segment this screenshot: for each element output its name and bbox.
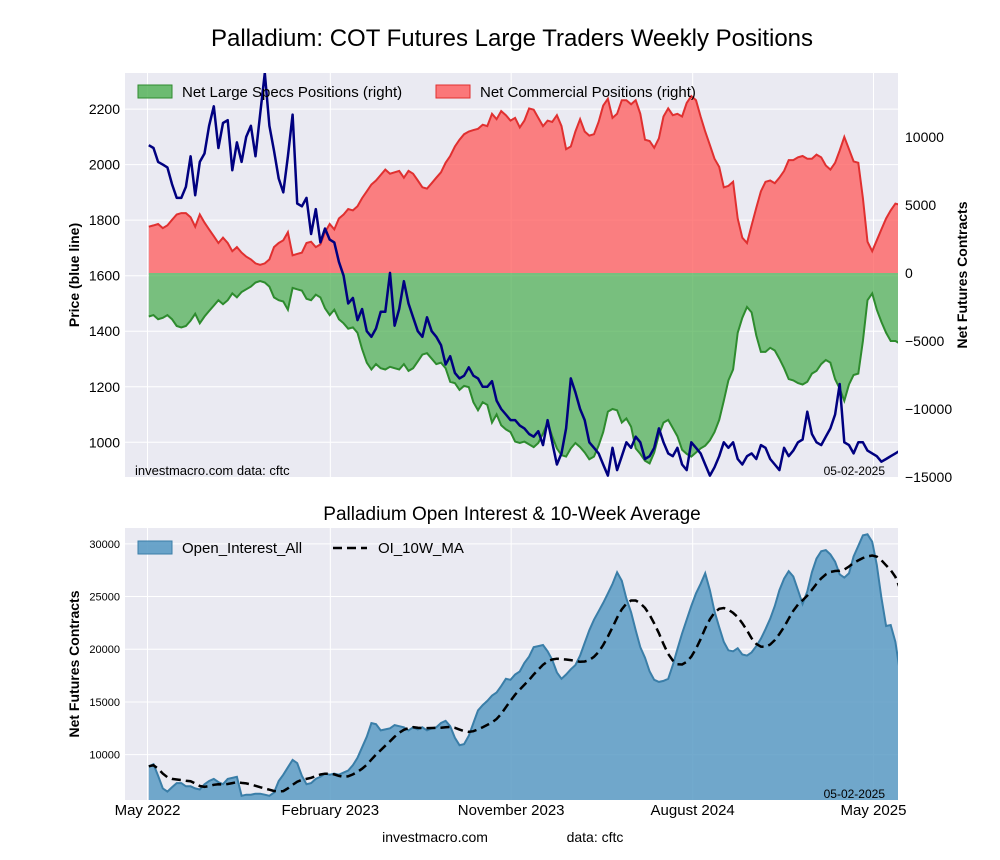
open-interest-title: Palladium Open Interest & 10-Week Averag… [323, 504, 700, 525]
legend-commercial-swatch [435, 84, 471, 99]
y-right-axis-label: Net Futures Contracts [954, 201, 970, 348]
y-axis-label: Price (blue line) [66, 223, 82, 327]
x-tick-label: May 2022 [115, 802, 181, 819]
y-tick-label: 1600 [89, 268, 120, 284]
x-axis: May 2022 February 2023 November 2023 August… [115, 802, 907, 819]
positions-plot [148, 73, 898, 477]
y-tick-label: 20000 [89, 644, 120, 656]
footer-site: investmacro.com [382, 829, 488, 845]
page-title: Palladium: COT Futures Large Traders Wee… [211, 25, 813, 52]
y-right-tick-label: 10000 [905, 129, 944, 145]
y-tick-label: 15000 [89, 697, 120, 709]
large-specs-line [148, 280, 898, 465]
y-tick-label: 1200 [89, 379, 120, 395]
open-interest-y-axis: 10000 15000 20000 25000 30000 [89, 539, 120, 762]
legend-large-specs-swatch [137, 84, 173, 99]
watermark: investmacro.com data: cftc [135, 463, 290, 478]
positions-panel: 1000 1200 1400 1600 1800 2000 2200 −15000 −10000… [66, 73, 970, 485]
open-interest-panel: Palladium Open Interest & 10-Week Averag… [66, 504, 907, 819]
commercial-area [148, 96, 898, 273]
x-tick-label: May 2025 [841, 802, 907, 819]
positions-right-axis: −15000 −10000 −5000 0 5000 10000 [905, 129, 952, 485]
y-right-tick-label: −10000 [905, 401, 952, 417]
y-right-tick-label: 0 [905, 265, 913, 281]
positions-legend: Net Large Specs Positions (right) Net Com… [137, 84, 696, 101]
y-tick-label: 1800 [89, 212, 120, 228]
y-right-tick-label: 5000 [905, 197, 936, 213]
large-specs-area [148, 273, 898, 464]
date-label: 05-02-2025 [824, 464, 886, 478]
open-interest-area [148, 534, 898, 800]
y-tick-label: 30000 [89, 539, 120, 551]
y-tick-label: 25000 [89, 592, 120, 604]
open-interest-y-axis-label: Net Futures Contracts [66, 590, 82, 737]
x-tick-label: February 2023 [282, 802, 380, 819]
y-tick-label: 1000 [89, 434, 120, 450]
x-tick-label: November 2023 [458, 802, 565, 819]
y-tick-label: 1400 [89, 323, 120, 339]
y-right-tick-label: −5000 [905, 333, 945, 349]
legend-open-interest-swatch [137, 540, 173, 555]
legend-commercial-label: Net Commercial Positions (right) [480, 84, 696, 101]
y-tick-label: 10000 [89, 750, 120, 762]
y-tick-label: 2200 [89, 101, 120, 117]
open-interest-line [148, 533, 898, 798]
footer-source: data: cftc [567, 829, 624, 845]
y-tick-label: 2000 [89, 157, 120, 173]
moving-average-line [148, 554, 898, 793]
open-interest-plot [148, 533, 898, 800]
open-interest-date-label: 05-02-2025 [824, 787, 886, 801]
x-tick-label: August 2024 [651, 802, 735, 819]
legend-large-specs-label: Net Large Specs Positions (right) [182, 84, 402, 101]
legend-open-interest-label: Open_Interest_All [182, 540, 302, 557]
price-line [148, 73, 898, 477]
commercial-line [148, 94, 898, 266]
open-interest-legend: Open_Interest_All OI_10W_MA [137, 540, 464, 557]
legend-moving-average-label: OI_10W_MA [378, 540, 464, 557]
positions-left-axis: 1000 1200 1400 1600 1800 2000 2200 [89, 101, 120, 450]
y-right-tick-label: −15000 [905, 469, 952, 485]
